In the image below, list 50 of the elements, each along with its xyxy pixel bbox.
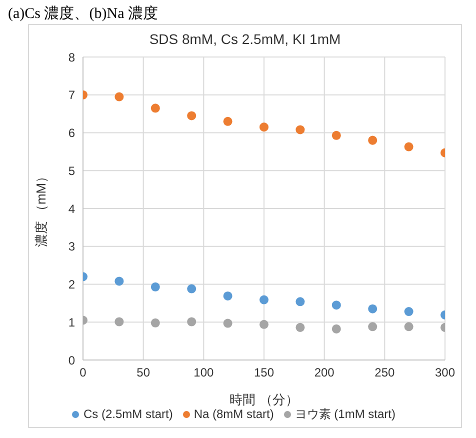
- point: [259, 320, 269, 329]
- x-tick-label: 100: [194, 366, 214, 380]
- point: [223, 291, 232, 300]
- y-tick-label: 2: [68, 278, 76, 292]
- point: [150, 282, 160, 292]
- point: [114, 317, 124, 326]
- point: [114, 92, 124, 102]
- point: [150, 318, 160, 328]
- y-axis-title: 濃度 （mM）: [34, 170, 49, 248]
- y-tick-label: 8: [68, 50, 76, 64]
- y-tick-label: 7: [68, 88, 76, 102]
- point: [223, 116, 232, 126]
- y-tick-label: 5: [68, 164, 76, 178]
- point: [368, 322, 378, 332]
- x-tick-label: 200: [314, 366, 335, 380]
- y-tick-label: 0: [68, 353, 76, 368]
- point: [223, 318, 232, 328]
- y-tick-label: 3: [68, 240, 76, 254]
- x-tick-label: 300: [434, 366, 456, 380]
- point: [368, 136, 378, 145]
- point: [296, 322, 305, 332]
- x-tick-label: 50: [136, 366, 150, 380]
- point: [404, 142, 414, 152]
- point: [150, 104, 160, 113]
- point: [368, 304, 378, 314]
- legend-label: ヨウ素 (1mM start): [294, 407, 396, 421]
- point: [259, 295, 269, 304]
- text: (a)Cs 濃度、(b)Na 濃度: [8, 4, 159, 24]
- y-tick-label: 4: [68, 202, 76, 216]
- chart-title: SDS 8mM, Cs 2.5mM, KI 1mM: [148, 30, 342, 47]
- y-tick-label: 1: [68, 315, 76, 330]
- x-tick-label: 150: [254, 366, 274, 380]
- x-tick-label: 250: [374, 366, 395, 380]
- y-tick-label: 6: [68, 126, 76, 140]
- point: [259, 122, 269, 132]
- legend-label: Na (8mM start): [194, 407, 274, 421]
- x-axis-title: 時間 （分）: [230, 392, 298, 407]
- x-tick-label: 0: [80, 366, 87, 380]
- point: [332, 324, 341, 334]
- point: [296, 297, 305, 306]
- legend-label: Cs (2.5mM start): [83, 407, 173, 421]
- point: [187, 111, 196, 120]
- point: [296, 125, 305, 134]
- point: [187, 284, 196, 294]
- point: [332, 130, 341, 140]
- point: [114, 276, 124, 286]
- point: [187, 317, 196, 326]
- point: [404, 322, 414, 332]
- point: [404, 307, 414, 316]
- point: [332, 300, 341, 310]
